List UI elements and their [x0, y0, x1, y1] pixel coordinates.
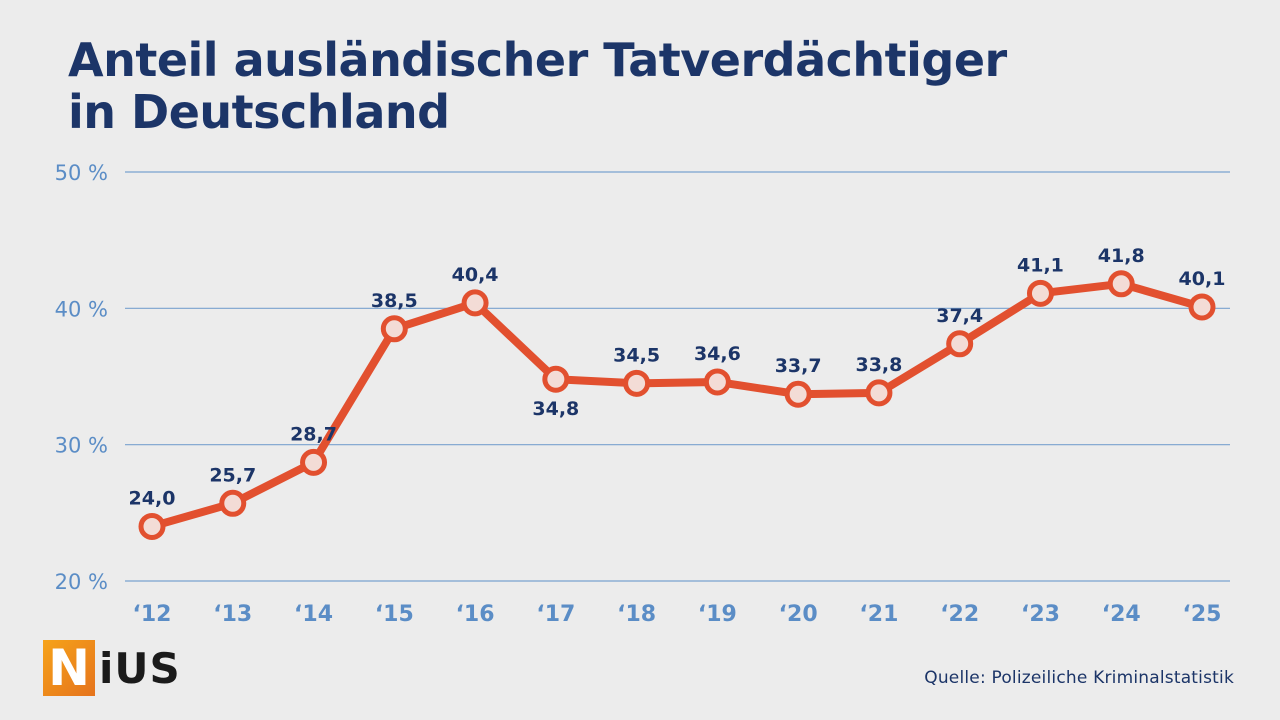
data-point — [703, 368, 731, 396]
x-tick-label: ‘25 — [1183, 602, 1222, 627]
y-tick-label: 20 % — [55, 570, 108, 594]
data-point — [380, 315, 408, 343]
data-label: 34,5 — [613, 344, 660, 366]
x-tick-label: ‘22 — [940, 602, 979, 627]
nius-logo: N iUS — [43, 639, 181, 697]
x-tick-label: ‘19 — [698, 602, 737, 627]
data-point — [300, 448, 328, 476]
data-point — [138, 512, 166, 540]
data-label: 24,0 — [129, 487, 176, 509]
x-tick-label: ‘20 — [779, 602, 818, 627]
chart-title-line-2: in Deutschland — [68, 85, 450, 139]
data-label: 37,4 — [936, 305, 983, 327]
data-label: 40,1 — [1179, 268, 1226, 290]
logo-letter-n: N — [43, 639, 95, 697]
chart-title-line-1: Anteil ausländischer Tatverdächtiger — [68, 33, 1007, 87]
data-point — [946, 330, 974, 358]
data-label: 28,7 — [290, 423, 337, 445]
x-tick-label: ‘17 — [536, 602, 575, 627]
x-tick-label: ‘21 — [859, 602, 898, 627]
x-tick-label: ‘16 — [456, 602, 495, 627]
data-point — [1188, 293, 1216, 321]
data-label: 34,6 — [694, 343, 741, 365]
logo-text: iUS — [99, 643, 181, 693]
x-tick-label: ‘18 — [617, 602, 656, 627]
x-tick-label: ‘12 — [133, 602, 172, 627]
data-label: 33,7 — [775, 355, 822, 377]
data-label: 41,8 — [1098, 245, 1145, 267]
data-label: 41,1 — [1017, 254, 1064, 276]
data-label: 33,8 — [855, 354, 902, 376]
data-point — [865, 379, 893, 407]
data-point — [1026, 279, 1054, 307]
data-label: 40,4 — [452, 264, 499, 286]
data-point — [1107, 270, 1135, 298]
y-tick-label: 40 % — [55, 297, 108, 321]
data-point — [219, 489, 247, 517]
source-note: Quelle: Polizeiliche Kriminalstatistik — [924, 668, 1234, 688]
x-tick-label: ‘24 — [1102, 602, 1141, 627]
chart-title: Anteil ausländischer Tatverdächtiger in … — [68, 34, 1007, 138]
x-tick-label: ‘13 — [213, 602, 252, 627]
x-tick-label: ‘23 — [1021, 602, 1060, 627]
y-tick-label: 50 % — [55, 161, 108, 185]
data-point — [542, 365, 570, 393]
data-point — [623, 369, 651, 397]
data-label: 34,8 — [532, 398, 579, 420]
data-label: 38,5 — [371, 290, 418, 312]
x-tick-label: ‘14 — [294, 602, 333, 627]
y-tick-label: 30 % — [55, 434, 108, 458]
data-point — [461, 289, 489, 317]
data-point — [784, 380, 812, 408]
series-line — [148, 279, 1206, 531]
x-tick-label: ‘15 — [375, 602, 414, 627]
data-label: 25,7 — [209, 464, 256, 486]
